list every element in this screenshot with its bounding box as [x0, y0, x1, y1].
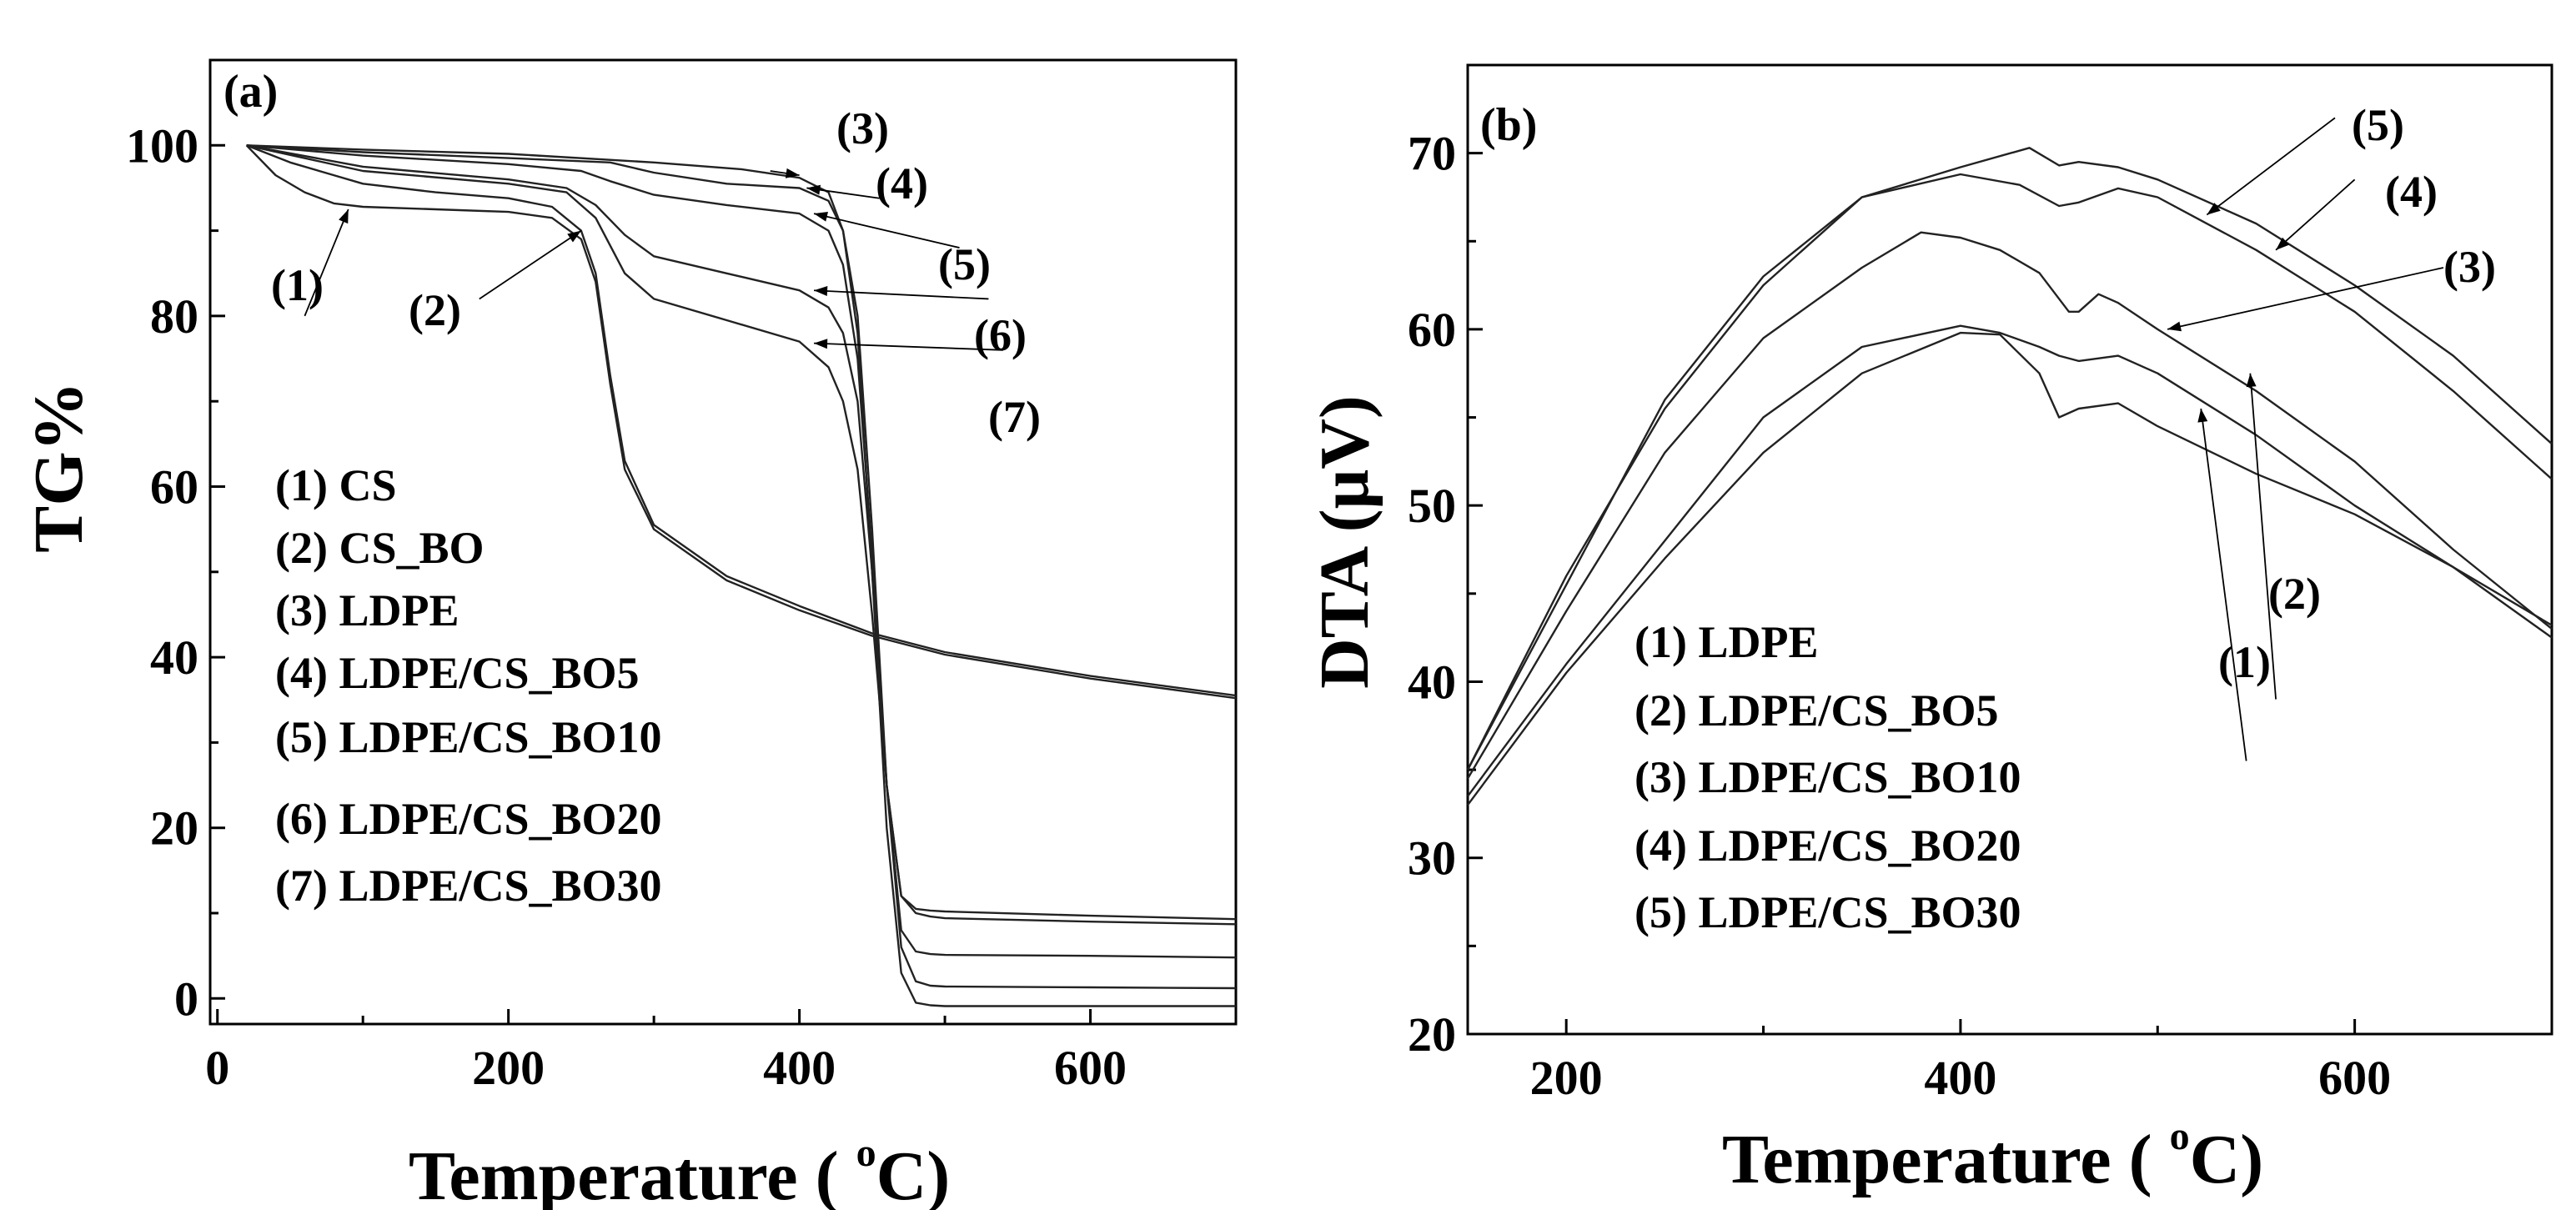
- callout-label: (2): [409, 285, 461, 335]
- x-tick-label: 600: [1054, 1041, 1127, 1095]
- callout-arrowhead: [785, 168, 800, 178]
- legend-entry: (2) CS_BO: [275, 523, 485, 573]
- y-tick-label: 40: [1408, 655, 1456, 709]
- legend-entry: (5) LDPE/CS_BO10: [275, 712, 662, 762]
- panel-a-label: (a): [223, 66, 278, 118]
- callout-label: (3): [836, 103, 889, 153]
- panel-a-curves: [245, 144, 1237, 1007]
- legend-entry: (7) LDPE/CS_BO30: [275, 861, 662, 911]
- callout-arrowhead: [806, 184, 821, 195]
- callout-arrowhead: [814, 339, 828, 349]
- callout-label: (2): [2268, 569, 2321, 619]
- legend-entry: (5) LDPE/CS_BO30: [1634, 887, 2021, 937]
- callout-arrow: [2206, 117, 2336, 216]
- callout-arrowhead: [2197, 408, 2208, 423]
- callout-label: (1): [2218, 637, 2271, 687]
- y-tick-label: 40: [150, 630, 198, 685]
- y-tick-label: 0: [174, 972, 198, 1026]
- panel-a-callouts: (1) (2) (3) (4) (5) (6) (7): [271, 103, 1041, 442]
- panel-b-ticks: 200 400 600 20 30 40 50 60 70: [1408, 127, 2391, 1105]
- callout-arrow: [2200, 408, 2247, 761]
- series-line-3: [246, 144, 1236, 1007]
- series-line-1: [245, 144, 1237, 700]
- y-tick-label: 70: [1408, 127, 1456, 181]
- panel-b-dta-chart: 200 400 600 20 30 40 50 60 70 (b) DTA (μV) Tempe…: [1306, 63, 2553, 1198]
- callout-arrow: [479, 229, 582, 300]
- panel-a-xlabel: Temperature ( oC): [409, 1131, 950, 1210]
- y-tick-label: 60: [1408, 303, 1456, 357]
- series-line-2: [1467, 324, 2553, 797]
- legend-entry: (1) CS: [275, 460, 397, 510]
- callout-arrow: [813, 289, 989, 300]
- series-line-2: [246, 144, 1237, 697]
- panel-b-curves: [1466, 147, 2553, 806]
- legend-entry: (3) LDPE/CS_BO10: [1634, 752, 2021, 802]
- callout-label: (1): [271, 260, 324, 310]
- callout-arrow: [814, 342, 1003, 351]
- y-tick-label: 30: [1408, 831, 1456, 886]
- callout-label: (5): [2352, 100, 2404, 150]
- callout-label: (4): [876, 158, 928, 208]
- series-line-4: [1466, 173, 2553, 771]
- panel-b-arrows: [2167, 117, 2444, 761]
- panel-a-ticks: 0 200 400 600 0 20 40 60 80 100: [126, 118, 1127, 1095]
- series-line-6: [246, 144, 1237, 926]
- panel-b-ylabel: DTA (μV): [1306, 395, 1383, 689]
- callout-arrow: [813, 213, 960, 249]
- y-tick-label: 20: [150, 801, 198, 856]
- callout-arrow: [2167, 267, 2444, 330]
- legend-entry: (1) LDPE: [1634, 617, 1818, 667]
- callout-label: (6): [974, 310, 1027, 360]
- x-tick-label: 200: [1530, 1051, 1603, 1105]
- y-tick-label: 80: [150, 289, 198, 344]
- x-tick-label: 200: [472, 1041, 545, 1095]
- callout-arrow: [2275, 178, 2356, 251]
- panel-b-legend: (1) LDPE (2) LDPE/CS_BO5 (3) LDPE/CS_BO1…: [1634, 617, 2021, 937]
- callout-arrow: [2249, 373, 2277, 700]
- x-tick-label: 400: [1924, 1051, 1996, 1105]
- callout-arrowhead: [2276, 237, 2290, 250]
- y-tick-label: 60: [150, 460, 198, 515]
- panel-b-callouts: (1) (2) (3) (4) (5): [2218, 100, 2496, 687]
- panel-a-tg-chart: 0 200 400 600 0 20 40 60 80 100 (a) TG% Temperatu…: [20, 58, 1238, 1210]
- callout-label: (4): [2385, 167, 2438, 217]
- callout-label: (3): [2443, 242, 2496, 292]
- y-tick-label: 100: [126, 118, 198, 173]
- series-line-3: [1466, 231, 2553, 780]
- callout-arrowhead: [567, 230, 581, 243]
- series-line-5: [1466, 147, 2553, 771]
- panel-b-xlabel: Temperature ( oC): [1722, 1114, 2263, 1198]
- legend-entry: (4) LDPE/CS_BO5: [275, 648, 640, 698]
- callout-arrow: [304, 208, 349, 317]
- callout-arrowhead: [2167, 321, 2182, 332]
- y-tick-label: 50: [1408, 479, 1456, 533]
- legend-entry: (4) LDPE/CS_BO20: [1634, 821, 2021, 871]
- panel-b-label: (b): [1480, 99, 1537, 151]
- x-tick-label: 0: [205, 1041, 229, 1095]
- series-line-1: [1467, 331, 2553, 806]
- panel-a-legend: (1) CS (2) CS_BO (3) LDPE (4) LDPE/CS_BO…: [275, 460, 662, 911]
- callout-label: (5): [938, 239, 991, 289]
- panel-b-plot-frame: [1466, 63, 2553, 1036]
- x-tick-label: 600: [2318, 1051, 2391, 1105]
- callout-label: (7): [988, 392, 1041, 442]
- callout-arrowhead: [2246, 373, 2257, 388]
- callout-arrowhead: [814, 211, 828, 222]
- panel-a-arrows: [304, 168, 1003, 351]
- panel-a-ylabel: TG%: [20, 381, 98, 552]
- callout-arrowhead: [2207, 203, 2221, 215]
- legend-entry: (3) LDPE: [275, 585, 459, 635]
- panel-a-plot-frame: [208, 58, 1238, 1026]
- legend-entry: (2) LDPE/CS_BO5: [1634, 685, 1999, 736]
- x-tick-label: 400: [763, 1041, 836, 1095]
- series-line-4: [246, 144, 1237, 990]
- legend-entry: (6) LDPE/CS_BO20: [275, 794, 662, 844]
- callout-arrowhead: [339, 209, 349, 224]
- series-line-7: [246, 144, 1237, 921]
- series-line-5: [246, 144, 1237, 959]
- callout-arrowhead: [814, 286, 828, 296]
- y-tick-label: 20: [1408, 1007, 1456, 1062]
